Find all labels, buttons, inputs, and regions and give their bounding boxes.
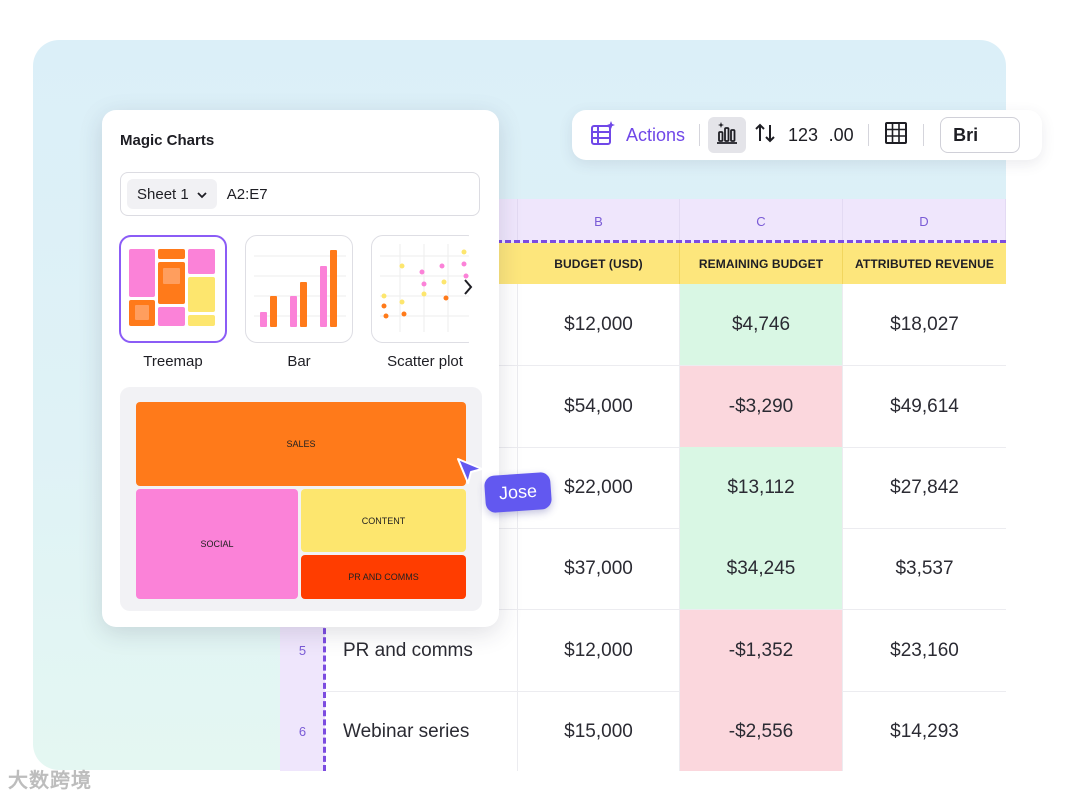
toolbar-divider (699, 124, 701, 146)
column-header-b[interactable]: B (518, 199, 680, 243)
floating-toolbar: Actions 123 .00 (572, 110, 1042, 160)
cell-remaining[interactable]: -$3,290 (680, 366, 843, 447)
cell-budget[interactable]: $15,000 (518, 691, 680, 771)
cell-name[interactable] (325, 284, 518, 365)
collaborator-name-tag: Jose (483, 471, 553, 514)
range-value: A2:E7 (226, 185, 268, 203)
chart-type-treemap[interactable]: Treemap (119, 235, 227, 370)
selection-border-top (280, 240, 1006, 243)
cell-budget[interactable]: $12,000 (518, 610, 680, 691)
chart-type-bar[interactable]: Bar (245, 235, 353, 370)
table-row: 5 PR and comms $12,000 -$1,352 $23,160 (280, 610, 1006, 692)
cell-name[interactable] (325, 528, 518, 609)
row-number[interactable]: 6 (280, 691, 325, 771)
cell-name[interactable]: PR and comms (325, 610, 518, 691)
actions-label: Actions (626, 124, 686, 145)
treemap-block-social[interactable]: SOCIAL (136, 489, 298, 599)
panel-title: Magic Charts (120, 132, 215, 149)
column-header-c[interactable]: C (680, 199, 843, 243)
field-remaining-budget[interactable]: REMAINING BUDGET (680, 243, 843, 284)
treemap-block-content[interactable]: CONTENT (301, 489, 466, 552)
table-borders-button[interactable] (877, 117, 915, 153)
treemap-block-sales[interactable]: SALES (136, 402, 466, 486)
cell-budget[interactable]: $22,000 (518, 447, 680, 528)
treemap-thumbnail (119, 235, 227, 343)
table-grid-icon (884, 121, 908, 150)
field-budget[interactable]: BUDGET (USD) (518, 243, 680, 284)
sort-button[interactable] (746, 117, 784, 153)
magic-chart-button[interactable] (708, 117, 747, 153)
cell-revenue[interactable]: $49,614 (890, 395, 959, 417)
font-select[interactable]: Bri (940, 117, 1021, 153)
field-attributed-revenue[interactable]: ATTRIBUTED REVENUE (855, 256, 994, 271)
toolbar-divider (868, 124, 870, 146)
sheet-dropdown-label: Sheet 1 (137, 185, 189, 203)
chart-type-label: Bar (287, 353, 311, 370)
cell-remaining[interactable]: $4,746 (680, 284, 843, 365)
cell-budget[interactable]: $37,000 (518, 528, 680, 609)
chart-type-scatter[interactable]: Scatter plot (371, 235, 469, 370)
cell-remaining[interactable]: $34,245 (680, 528, 843, 609)
cell-remaining[interactable]: $13,112 (680, 447, 843, 528)
cell-remaining[interactable]: -$1,352 (680, 610, 843, 691)
column-header-d[interactable]: D (843, 199, 1006, 243)
sort-arrows-icon (752, 120, 778, 151)
chevron-down-icon (197, 186, 207, 203)
cursor-pointer-icon (456, 457, 484, 490)
cell-revenue[interactable]: $14,293 (890, 720, 959, 742)
chart-type-label: Treemap (143, 353, 203, 370)
watermark: 大数跨境 (8, 770, 92, 792)
toolbar-divider (923, 124, 925, 146)
actions-button[interactable]: Actions (584, 117, 691, 153)
cell-revenue[interactable]: $3,537 (895, 557, 954, 579)
chevron-right-icon[interactable] (462, 278, 474, 302)
treemap-block-pr[interactable]: PR AND COMMS (301, 555, 466, 599)
chart-type-label: Scatter plot (387, 353, 463, 370)
selection-border-left (323, 619, 326, 771)
cell-remaining[interactable]: -$2,556 (680, 691, 843, 771)
magic-charts-panel: Magic Charts Sheet 1 A2:E7 (102, 110, 499, 627)
decimal-format-button[interactable]: .00 (828, 124, 854, 145)
scatter-thumbnail (371, 235, 469, 343)
chart-sparkle-icon (714, 120, 740, 151)
cell-name[interactable] (325, 366, 518, 447)
table-row: 6 Webinar series $15,000 -$2,556 $14,293 (280, 691, 1006, 771)
number-format-button[interactable]: 123 (788, 124, 819, 145)
cell-revenue[interactable]: $27,842 (890, 476, 959, 498)
sheet-dropdown[interactable]: Sheet 1 (127, 179, 217, 209)
treemap-preview: SALES SOCIAL CONTENT PR AND COMMS (120, 387, 482, 611)
sparkle-grid-icon (590, 120, 616, 151)
data-range-field[interactable]: Sheet 1 A2:E7 (120, 172, 480, 216)
cell-name[interactable]: Webinar series (325, 691, 518, 771)
cell-revenue[interactable]: $18,027 (890, 313, 959, 335)
cell-budget[interactable]: $12,000 (518, 284, 680, 365)
cell-budget[interactable]: $54,000 (518, 366, 680, 447)
bar-thumbnail (245, 235, 353, 343)
chart-type-carousel: Treemap Bar (119, 235, 469, 375)
cell-revenue[interactable]: $23,160 (890, 639, 959, 661)
